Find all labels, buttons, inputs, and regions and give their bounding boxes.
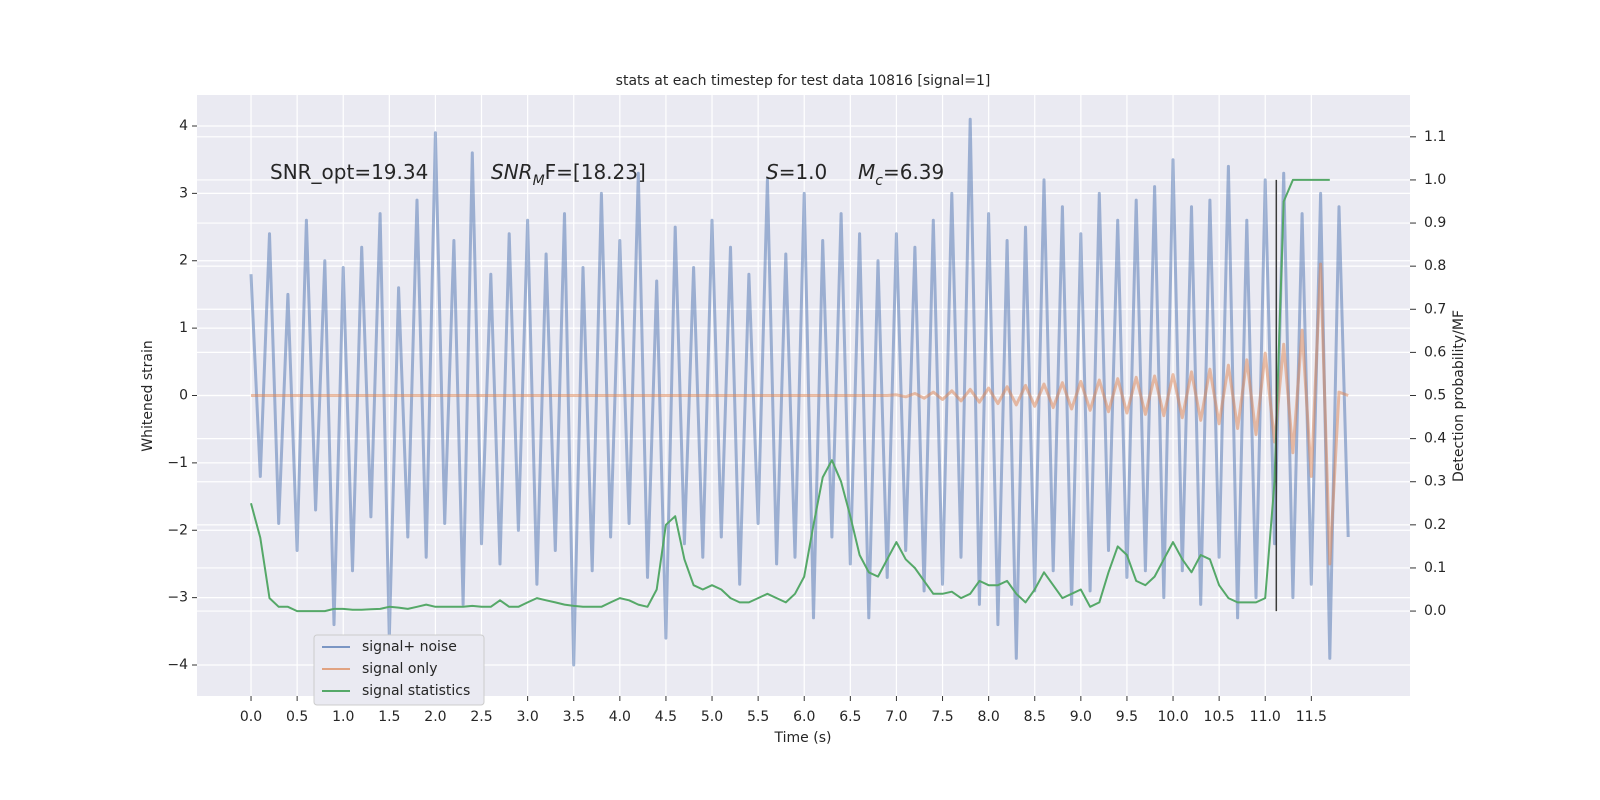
x-tick-label: 9.0 (1070, 709, 1092, 725)
y-tick-label: 4 (179, 118, 188, 134)
y2-tick-label: 0.4 (1424, 431, 1446, 447)
annotation-part: S (766, 160, 779, 184)
y-tick-label: −2 (167, 522, 188, 538)
series-line (250, 178, 1330, 613)
y-tick-label: 3 (179, 185, 188, 201)
x-tick-label: 0.5 (286, 709, 308, 725)
y-tick-label: −1 (167, 455, 188, 471)
legend-label: signal+ noise (362, 639, 457, 655)
x-tick-label: 1.0 (332, 709, 354, 725)
x-tick-label: 9.5 (1116, 709, 1138, 725)
annotation-part: SNR_opt=19.34 (270, 160, 428, 184)
annotation-part: M (533, 173, 545, 189)
x-tick-label: 8.0 (978, 709, 1000, 725)
x-tick-label: 8.5 (1024, 709, 1046, 725)
x-tick-label: 6.0 (793, 709, 815, 725)
y2-tick-label: 0.5 (1424, 388, 1446, 404)
x-axis-label: Time (s) (774, 730, 832, 746)
y-tick-label: −4 (167, 657, 188, 673)
x-tick-label: 6.5 (839, 709, 861, 725)
x-tick-label: 4.0 (609, 709, 631, 725)
x-tick-label: 7.0 (885, 709, 907, 725)
annotation: SNRMF=[18.23] (491, 160, 646, 190)
legend: signal+ noise signal only signal statistic… (313, 634, 485, 706)
x-tick-label: 2.5 (470, 709, 492, 725)
y2-tick-label: 1.0 (1424, 172, 1446, 188)
x-tick-label: 5.0 (701, 709, 723, 725)
y2-tick-label: 0.1 (1424, 560, 1446, 576)
legend-label: signal statistics (362, 683, 470, 699)
legend-label: signal only (362, 661, 437, 677)
y2-tick-label: 0.2 (1424, 517, 1446, 533)
y2-tick-label: 0.8 (1424, 258, 1446, 274)
annotation-part: c (875, 173, 883, 189)
x-tick-label: 10.5 (1204, 709, 1235, 725)
legend-box (313, 634, 485, 706)
annotation-part: =1.0 (779, 160, 828, 184)
x-tick-label: 4.5 (655, 709, 677, 725)
y2-tick-label: 1.1 (1424, 129, 1446, 145)
y2-axis-label: Detection probability/MF (1451, 310, 1467, 482)
annotation: SNR_opt=19.34 (270, 160, 428, 184)
y-tick-label: 0 (179, 388, 188, 404)
annotation: Mc=6.39 (858, 160, 944, 190)
y2-tick-label: 0.7 (1424, 301, 1446, 317)
x-tick-label: 0.0 (240, 709, 262, 725)
x-tick-label: 3.0 (517, 709, 539, 725)
y2-tick-label: 0.9 (1424, 215, 1446, 231)
annotation-part: SNR (491, 160, 533, 184)
y-tick-label: 1 (179, 320, 188, 336)
x-tick-label: 7.5 (931, 709, 953, 725)
x-tick-label: 1.5 (378, 709, 400, 725)
x-tick-label: 5.5 (747, 709, 769, 725)
series-line (249, 117, 1350, 667)
series-line (251, 262, 1349, 566)
y-axis-label: Whitened strain (140, 340, 156, 451)
annotation: S=1.0 (766, 160, 827, 184)
x-tick-label: 3.5 (563, 709, 585, 725)
x-tick-label: 10.0 (1157, 709, 1188, 725)
y2-tick-label: 0.6 (1424, 344, 1446, 360)
y2-tick-label: 0.0 (1424, 603, 1446, 619)
y2-tick-label: 0.3 (1424, 474, 1446, 490)
chart-title: stats at each timestep for test data 108… (616, 73, 991, 89)
y-tick-label: −3 (167, 590, 188, 606)
y-tick-label: 2 (179, 253, 188, 269)
x-tick-label: 11.0 (1250, 709, 1281, 725)
annotation-part: =6.39 (883, 160, 944, 184)
x-tick-label: 2.0 (424, 709, 446, 725)
annotation-part: M (858, 160, 875, 184)
annotation-part: F=[18.23] (545, 160, 646, 184)
x-tick-label: 11.5 (1296, 709, 1327, 725)
